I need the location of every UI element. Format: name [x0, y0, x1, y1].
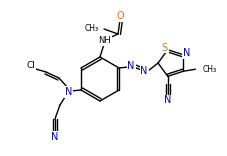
Text: N: N — [65, 87, 72, 97]
Text: N: N — [182, 48, 189, 58]
Text: Cl: Cl — [26, 61, 35, 71]
Text: N: N — [140, 66, 147, 76]
Text: O: O — [116, 11, 123, 21]
Text: CH₃: CH₃ — [202, 65, 216, 74]
Text: CH₃: CH₃ — [84, 24, 99, 34]
Text: NH: NH — [98, 37, 111, 46]
Text: N: N — [127, 61, 134, 71]
Text: N: N — [51, 132, 58, 142]
Text: N: N — [163, 95, 171, 105]
Text: S: S — [161, 43, 167, 53]
